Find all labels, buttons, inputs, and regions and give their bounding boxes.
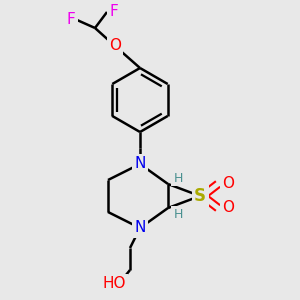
Text: O: O (222, 176, 234, 191)
Text: O: O (222, 200, 234, 215)
Text: O: O (109, 38, 121, 53)
Text: HO: HO (102, 277, 126, 292)
Text: S: S (194, 187, 206, 205)
Text: H: H (173, 172, 183, 184)
Text: F: F (67, 13, 75, 28)
Text: N: N (134, 220, 146, 236)
Text: N: N (134, 157, 146, 172)
Text: H: H (173, 208, 183, 220)
Text: F: F (110, 4, 118, 20)
